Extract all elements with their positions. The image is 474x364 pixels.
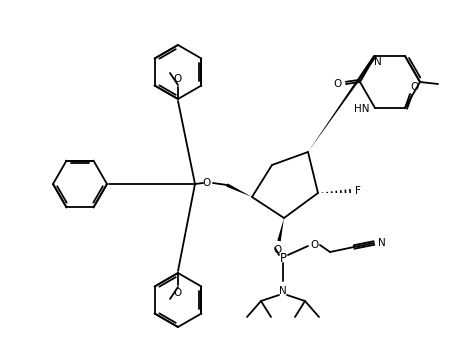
Polygon shape [277, 218, 284, 241]
Text: N: N [374, 57, 382, 67]
Text: N: N [378, 238, 386, 248]
Text: N: N [279, 286, 287, 296]
Text: O: O [274, 245, 282, 255]
Text: O: O [174, 74, 182, 84]
Text: F: F [355, 186, 361, 196]
Text: HN: HN [355, 104, 370, 114]
Text: O: O [311, 240, 319, 250]
Text: O: O [174, 288, 182, 298]
Polygon shape [308, 55, 376, 152]
Text: O: O [411, 82, 419, 92]
Text: P: P [280, 252, 286, 265]
Polygon shape [226, 183, 252, 197]
Text: O: O [203, 178, 211, 188]
Text: O: O [334, 79, 342, 89]
